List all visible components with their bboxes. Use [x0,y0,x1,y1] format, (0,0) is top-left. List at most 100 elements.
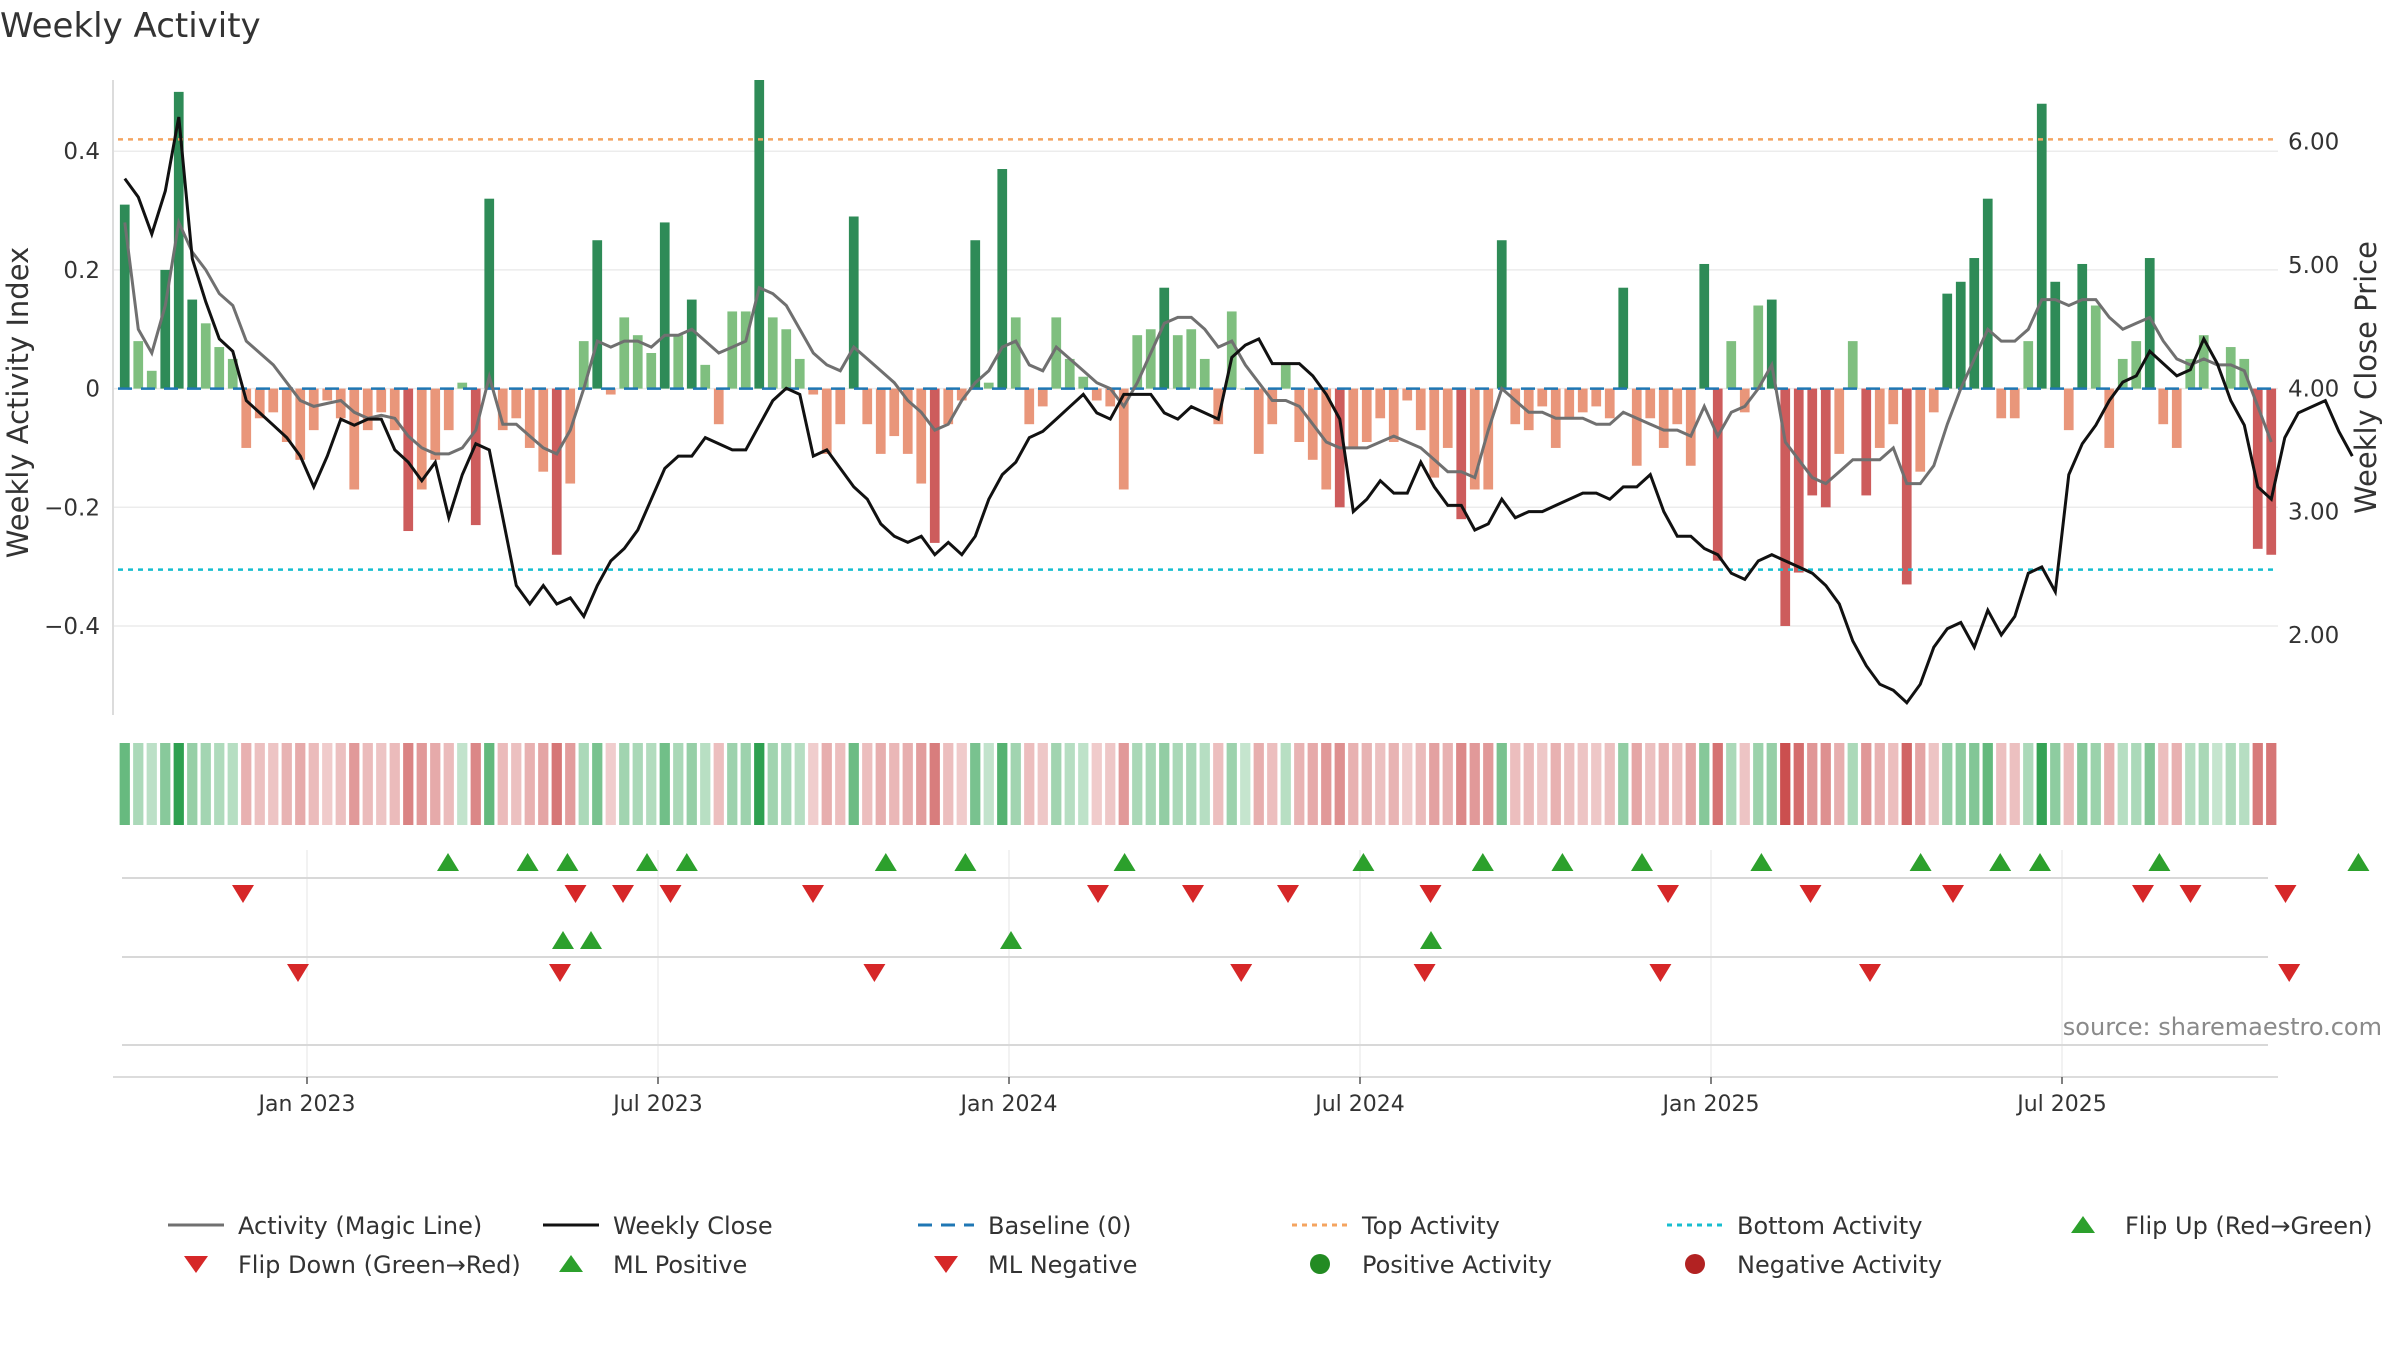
activity-bar [322,388,333,401]
flip-down-marker [612,885,634,903]
heat-strip-cell [295,743,306,825]
activity-bar [1955,281,1966,389]
x-tick-label: Jul 2024 [1313,1092,1405,1117]
heat-strip-cell [1591,743,1602,825]
activity-bar [470,388,481,526]
activity-bar [173,91,184,389]
heat-strip-cell [1105,743,1116,825]
activity-bar [646,352,657,389]
heat-strip-cell [1496,743,1507,825]
flip-up-marker [2029,853,2051,871]
activity-bar [1051,317,1062,389]
heat-strip-cell [1753,743,1764,825]
activity-bar [848,216,859,389]
heat-strip-cell [578,743,589,825]
activity-bar [2104,388,2115,448]
heat-strip-cell [1699,743,1710,825]
legend-label: Positive Activity [1362,1251,1552,1279]
flip-down-marker [659,885,682,903]
activity-bar [1442,388,1453,448]
flip-up-marker [874,853,897,871]
heat-strip-cell [1685,743,1696,825]
activity-bar [1820,388,1831,508]
heat-strip-cell [1172,743,1183,825]
activity-bar [1915,388,1926,472]
y-tick-label: 0 [85,377,100,403]
heat-strip-cell [1159,743,1170,825]
activity-bar [592,240,603,389]
heat-strip-cell [1375,743,1386,825]
flip-up-marker [2347,853,2370,871]
y-axis-label: Weekly Activity Index [1,247,35,558]
activity-bar [956,388,967,401]
flip-down-marker [1419,885,1442,903]
activity-bar [2185,358,2196,389]
heat-strip-cell [538,743,549,825]
flip-up-marker [1989,853,2012,871]
flip-down-marker [1657,885,1679,903]
heat-strip-cell [430,743,441,825]
activity-bar [1699,263,1710,389]
activity-bar [1469,388,1480,490]
heat-strip-cell [929,743,940,825]
legend-label: Top Activity [1361,1212,1500,1240]
activity-bar [1766,299,1777,389]
heat-strip-cell [2239,743,2250,825]
activity-bar [943,388,954,425]
activity-bar [403,388,414,532]
lines-layer [118,116,2354,705]
heat-strip-cell [268,743,279,825]
heat-strip-cell [1051,743,1062,825]
activity-bar [889,388,900,437]
heat-strip-cell [2036,743,2047,825]
heat-strip-cell [1645,743,1656,825]
flip-down-marker [564,885,587,903]
legend-flip-down: Flip Down (Green→Red) [184,1251,521,1279]
legend-label: Negative Activity [1737,1251,1942,1279]
heat-strip-cell [1037,743,1048,825]
heat-strip-cell [1483,743,1494,825]
heat-strip-cell [1942,743,1953,825]
heat-strip-cell [1294,743,1305,825]
flip-down-marker [1182,885,1204,903]
heat-strip-cell [1631,743,1642,825]
activity-bar [1199,358,1210,389]
activity-bar [1793,388,1804,573]
activity-bar [1969,258,1980,389]
activity-bar [497,388,508,431]
heat-strip-cell [1537,743,1548,825]
heat-strip-cell [781,743,792,825]
y2-tick-label: 2.00 [2288,623,2339,649]
heat-strip-cell [592,743,603,825]
activity-bar [1348,388,1359,448]
flip-up-marker [1000,931,1022,949]
chart-title: Weekly Activity [0,6,261,46]
activity-bar [362,388,373,431]
heat-strip-cell [1807,743,1818,825]
heat-strip-cell [889,743,900,825]
heat-strip-cell [1118,743,1129,825]
flip-up-marker [1551,853,1574,871]
heat-strip-cell [1091,743,1102,825]
activity-bar [1564,388,1575,419]
flip-up-marker [580,931,602,949]
heat-strip-cell [1510,743,1521,825]
y-tick-label: 0.2 [63,258,100,284]
activity-bar [1604,388,1615,419]
heat-strip-cell [1523,743,1534,825]
activity-bar [1226,311,1237,389]
activity-bar [2036,103,2047,389]
heat-strip-cell [1901,743,1912,825]
heat-strip-cell [1361,743,1372,825]
y2-tick-label: 5.00 [2288,253,2339,279]
activity-bar [1523,388,1534,431]
y-tick-label: −0.2 [44,495,100,521]
activity-bar [160,269,171,389]
heat-strip-cell [565,743,576,825]
heat-strip-cell [2009,743,2020,825]
flip-up-marker [1909,853,1932,871]
heat-strip-cell [848,743,859,825]
heat-strip-cell [403,743,414,825]
heat-strip-cell [1348,743,1359,825]
